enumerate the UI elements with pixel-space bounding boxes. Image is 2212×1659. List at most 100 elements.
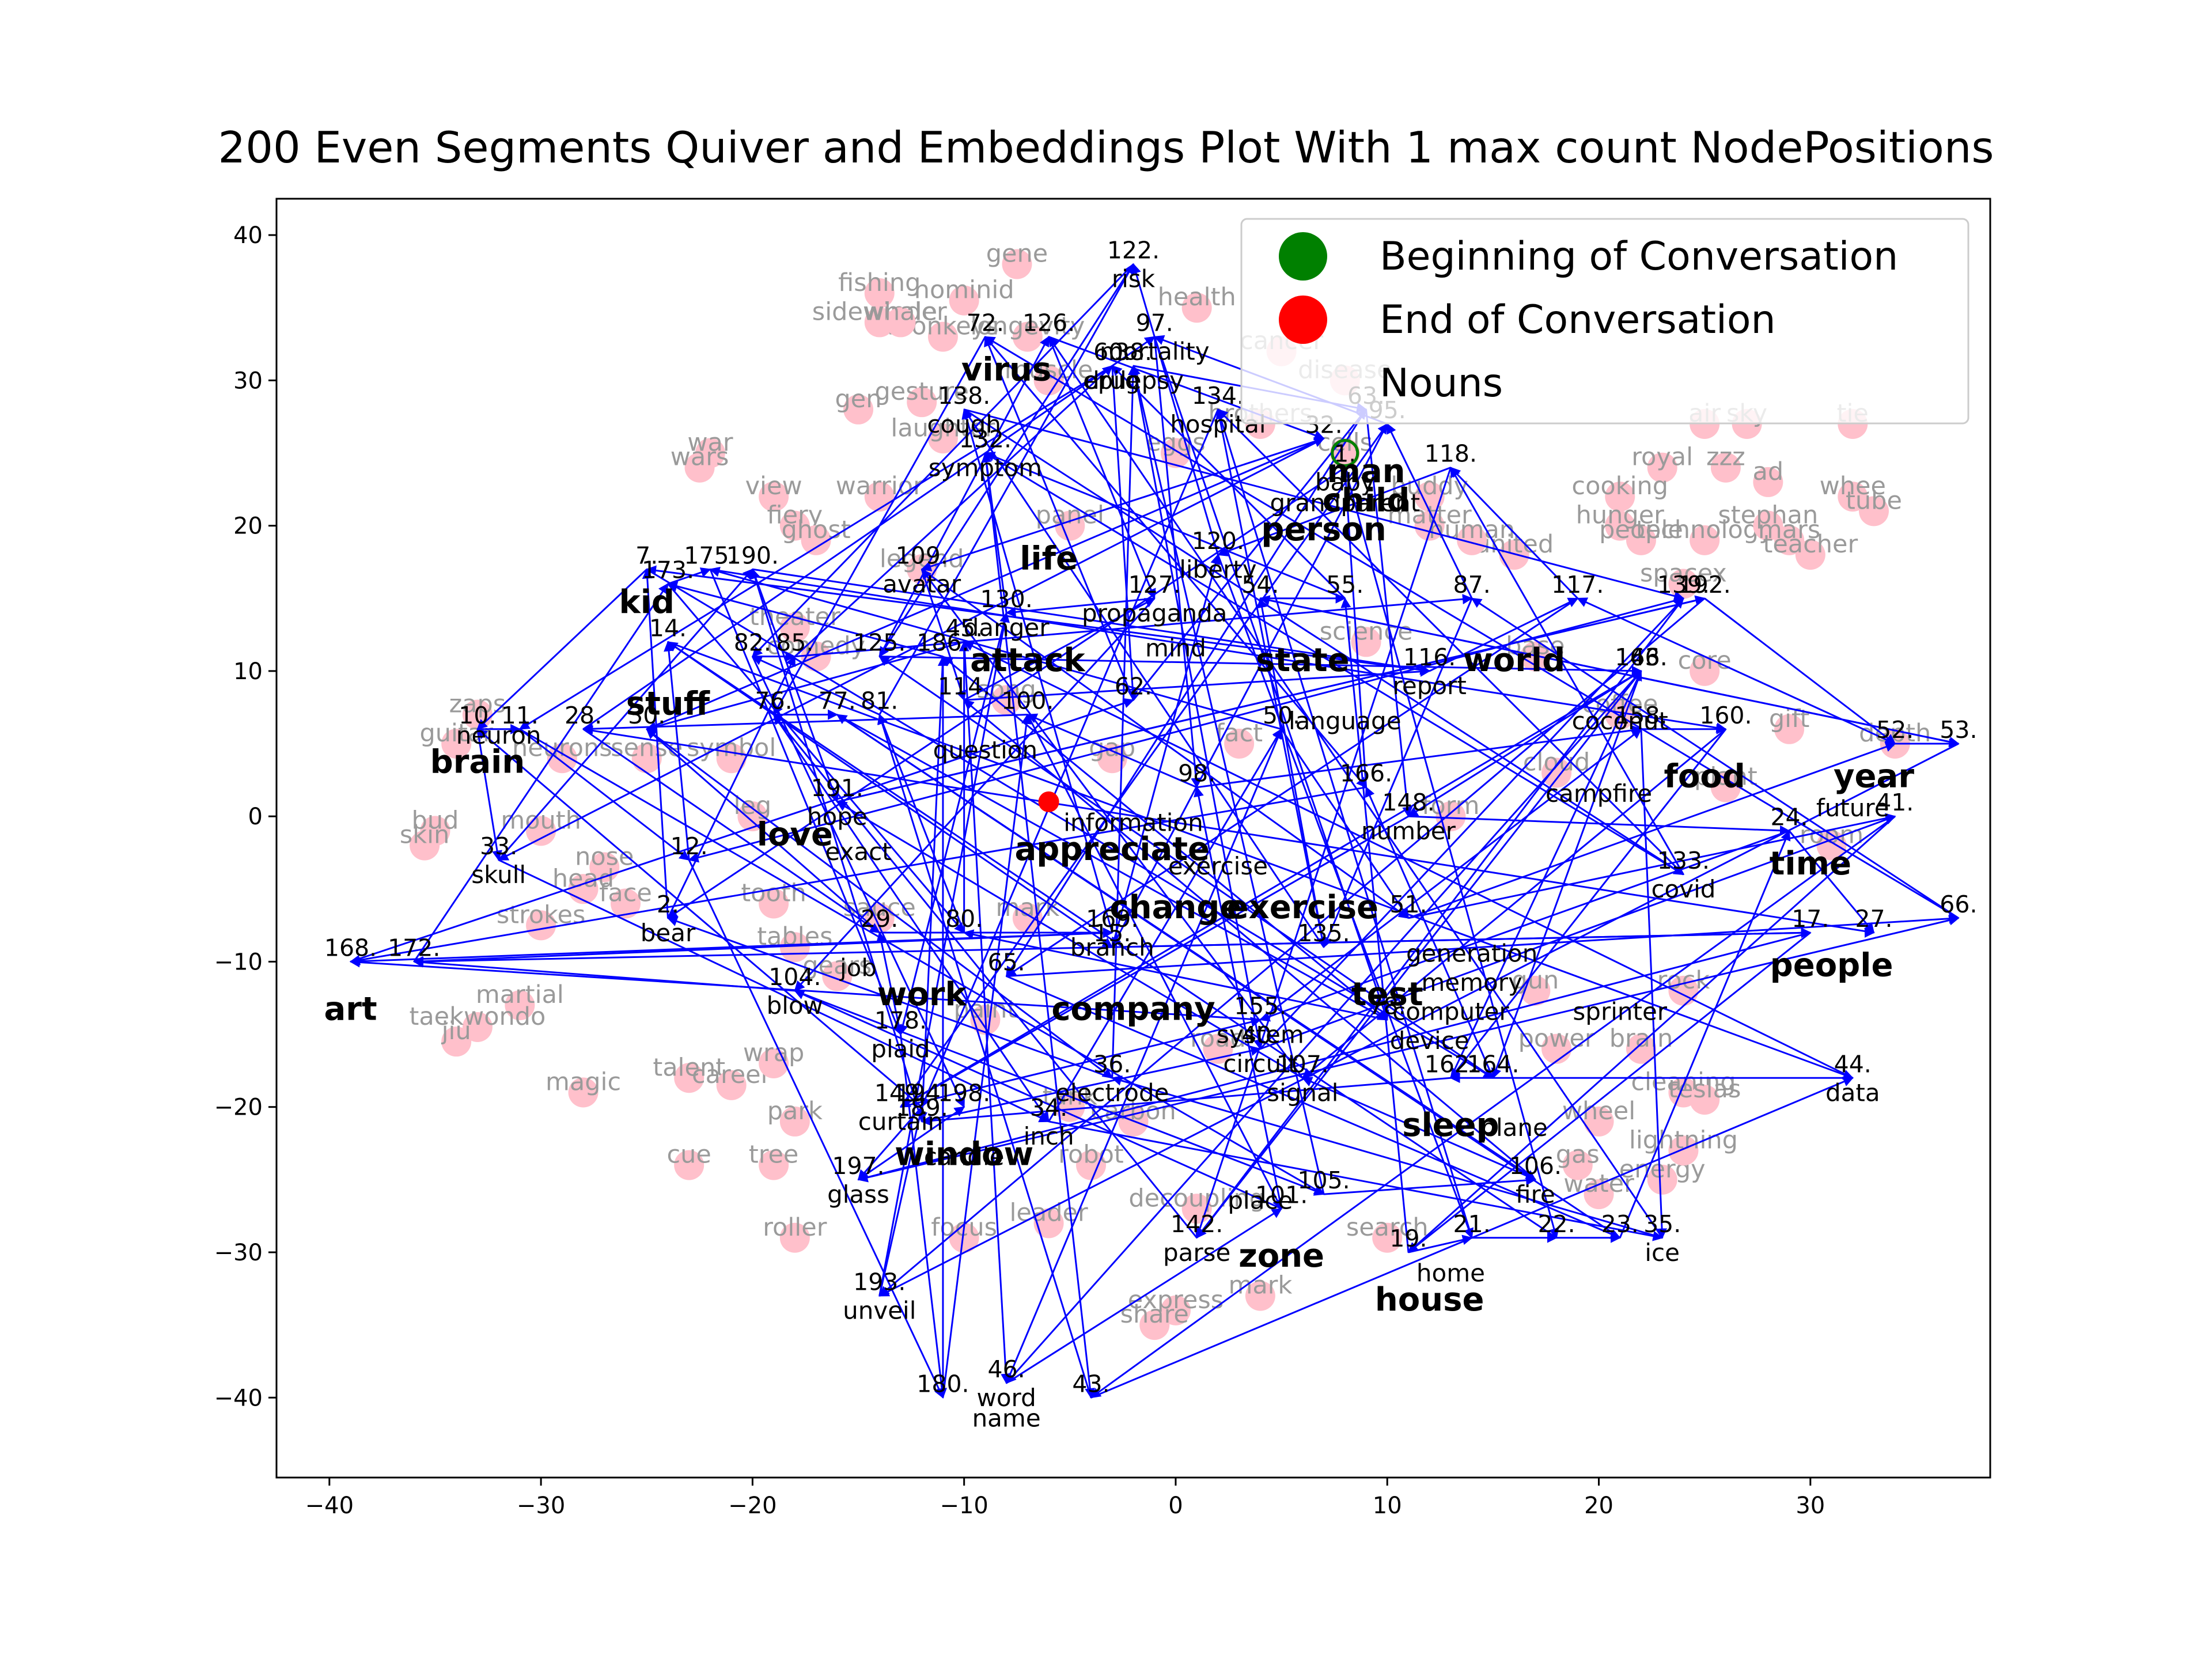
- quiver-arrow: [1407, 816, 1896, 1253]
- noun-label: war: [687, 428, 733, 457]
- segment-index-label: 164.: [1467, 1050, 1519, 1078]
- noun-point: [801, 525, 831, 555]
- noun-label: zzz: [1706, 443, 1745, 472]
- x-tick-label: 10: [1373, 1493, 1402, 1519]
- quiver-arrow: [1450, 728, 1727, 1079]
- quiver-arrow: [752, 568, 1431, 675]
- noun-label: ad: [1753, 457, 1784, 486]
- quiver-arrow: [878, 263, 1134, 715]
- segment-index-label: 197.: [832, 1152, 884, 1180]
- quiver-arrow: [879, 656, 1642, 676]
- quiver-arrow: [1196, 725, 1642, 789]
- quiver-arrow: [963, 597, 1156, 701]
- quiver-arrow: [667, 641, 1854, 1080]
- segment-word-label: campfire: [1546, 779, 1652, 808]
- quiver-arrow: [942, 713, 1032, 1398]
- segment-index-label: 194.: [896, 1080, 948, 1107]
- quiver-arrow: [1471, 597, 1959, 919]
- quiver-arrow: [1048, 728, 1282, 1122]
- noun-label: eggs: [1146, 428, 1205, 457]
- quiver-arrow: [1323, 1175, 1537, 1195]
- quiver-arrow: [582, 714, 1028, 734]
- quiver-arrow: [836, 714, 1536, 1181]
- segment-index-label: 166.: [1340, 760, 1392, 787]
- y-tick-label: −10: [214, 949, 263, 975]
- segment-word-label: drug: [1084, 366, 1140, 395]
- quiver-arrow: [858, 915, 1960, 1181]
- bold-labels-layer: virus life kid attack state world manchildpers…: [324, 351, 1914, 1319]
- quiver-arrow: [646, 728, 1113, 1079]
- segment-index-label: 158.: [1615, 702, 1667, 729]
- noun-point: [1647, 1164, 1677, 1195]
- quiver-arrow: [878, 336, 1050, 657]
- noun-point: [759, 482, 789, 512]
- quiver-arrow: [1048, 336, 1663, 1238]
- noun-label: warrior: [836, 472, 923, 501]
- quiver-arrow: [921, 1077, 1451, 1126]
- noun-label: royal: [1631, 443, 1693, 472]
- segment-index-label: 24.: [1770, 803, 1808, 831]
- quiver-arrow: [752, 263, 1134, 657]
- quiver-arrow: [1301, 1077, 1536, 1181]
- segment-index-label: 44.: [1834, 1050, 1872, 1078]
- quiver-arrow: [858, 1106, 965, 1181]
- noun-point: [441, 1027, 472, 1057]
- quiver-arrow: [664, 641, 690, 860]
- quiver-arrow: [413, 583, 669, 963]
- noun-label: express: [1128, 1286, 1224, 1315]
- noun-point: [1690, 656, 1720, 686]
- quiver-arrow: [984, 335, 1134, 700]
- segment-word-label: parse: [1163, 1238, 1230, 1267]
- segment-word-label: grandparent: [1270, 488, 1420, 517]
- noun-point: [410, 830, 440, 861]
- quiver-arrow: [1450, 467, 1578, 599]
- quiver-arrow: [1111, 1075, 1663, 1239]
- noun-label: skin: [400, 821, 450, 850]
- noun-point: [1647, 452, 1677, 483]
- noun-point: [864, 307, 895, 338]
- keyword-label: love: [757, 816, 833, 854]
- quiver-arrow: [1111, 366, 1138, 702]
- quiver-arrow: [582, 728, 881, 934]
- segment-index-label: 132.: [959, 425, 1012, 453]
- noun-label: stephan: [1718, 501, 1818, 530]
- segment-index-label: 155.: [1234, 992, 1286, 1020]
- keyword-label: child: [1323, 482, 1410, 519]
- quiver-arrow: [414, 927, 1812, 963]
- legend: Beginning of Conversation End of Convers…: [1240, 218, 1969, 425]
- noun-point: [674, 1150, 704, 1180]
- segment-index-label: 189.: [896, 1094, 948, 1122]
- arrows-layer: [349, 263, 1960, 1399]
- segment-word-label: cough: [927, 410, 1001, 438]
- noun-point: [505, 990, 535, 1021]
- segment-word-label: signal: [1267, 1078, 1338, 1107]
- quiver-arrow: [1111, 365, 1139, 1078]
- noun-point: [843, 394, 874, 425]
- keyword-label: window: [895, 1136, 1033, 1173]
- segment-word-label: place: [1228, 1186, 1293, 1214]
- segment-index-label: 118.: [1425, 440, 1477, 468]
- quiver-arrow: [963, 929, 1388, 1021]
- quiver-arrow: [794, 365, 1113, 657]
- noun-label: taekwondo: [409, 1002, 546, 1031]
- quiver-arrow: [836, 595, 1706, 803]
- noun-label: face: [599, 879, 652, 908]
- segment-index-label: 29.: [861, 905, 898, 933]
- segment-word-label: data: [1825, 1078, 1880, 1107]
- segment-word-label: neuron: [456, 721, 541, 749]
- quiver-arrow: [963, 642, 1012, 1384]
- segment-index-label: 36.: [1093, 1050, 1131, 1078]
- noun-label: power: [1518, 1024, 1595, 1053]
- noun-point: [1858, 496, 1889, 527]
- keyword-label: man: [1327, 453, 1406, 490]
- noun-point: [674, 1063, 704, 1093]
- segment-index-label: 27.: [1855, 905, 1892, 933]
- segment-word-label: name: [972, 1404, 1041, 1433]
- segment-word-label: symptom: [929, 453, 1042, 482]
- quiver-arrow: [751, 569, 839, 803]
- quiver-arrow: [1006, 975, 1621, 1239]
- y-tick-label: 20: [233, 513, 263, 540]
- segment-index-label: 38.: [1115, 338, 1152, 366]
- noun-point: [631, 743, 662, 774]
- quiver-arrow: [349, 786, 1366, 965]
